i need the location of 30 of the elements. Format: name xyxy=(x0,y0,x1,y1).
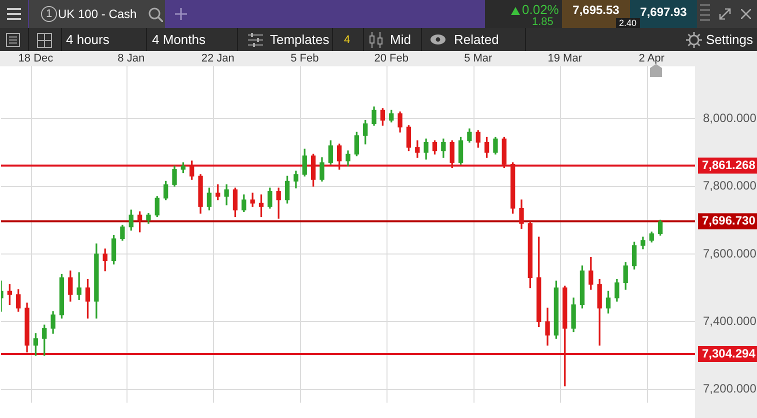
x-tick-label: 5 Feb xyxy=(290,52,319,65)
ref-line-label: 7,304.294 xyxy=(702,346,756,360)
y-tick-label: 7,800.000 xyxy=(703,178,757,193)
text: 7,695.53 xyxy=(572,2,620,18)
text: 7,697.93 xyxy=(640,5,687,19)
text: Templates xyxy=(270,32,330,48)
text: 0.02% xyxy=(522,2,559,17)
x-tick-label: 19 Mar xyxy=(548,52,582,65)
chart-title: UK 100 - Cash xyxy=(58,6,137,22)
x-tick-label: 5 Mar xyxy=(464,52,493,65)
x-tick-label: 22 Jan xyxy=(201,52,234,65)
text: Related xyxy=(454,32,499,48)
x-tick-label: 18 Dec xyxy=(18,52,54,65)
x-tick-label: 20 Feb xyxy=(374,52,408,65)
ref-line-label: 7,696.730 xyxy=(702,214,756,228)
y-tick-label: 7,400.000 xyxy=(703,314,757,328)
y-tick-label: 7,600.000 xyxy=(703,246,757,260)
text: 1.85 xyxy=(532,15,554,30)
text: Settings xyxy=(706,32,753,48)
y-tick-label: 7,200.000 xyxy=(703,382,757,396)
ref-line-label: 7,861.268 xyxy=(702,158,756,172)
text: 4 xyxy=(342,33,352,48)
text: 2.40 xyxy=(616,18,640,28)
x-tick-label: 2 Apr xyxy=(638,52,665,65)
text: 4 Months xyxy=(152,32,206,48)
x-tick-label: 8 Jan xyxy=(118,52,145,65)
text: 4 hours xyxy=(66,32,110,48)
text: Mid xyxy=(390,32,411,48)
y-tick-label: 8,000.000 xyxy=(703,110,757,125)
text: 1 xyxy=(41,6,57,22)
